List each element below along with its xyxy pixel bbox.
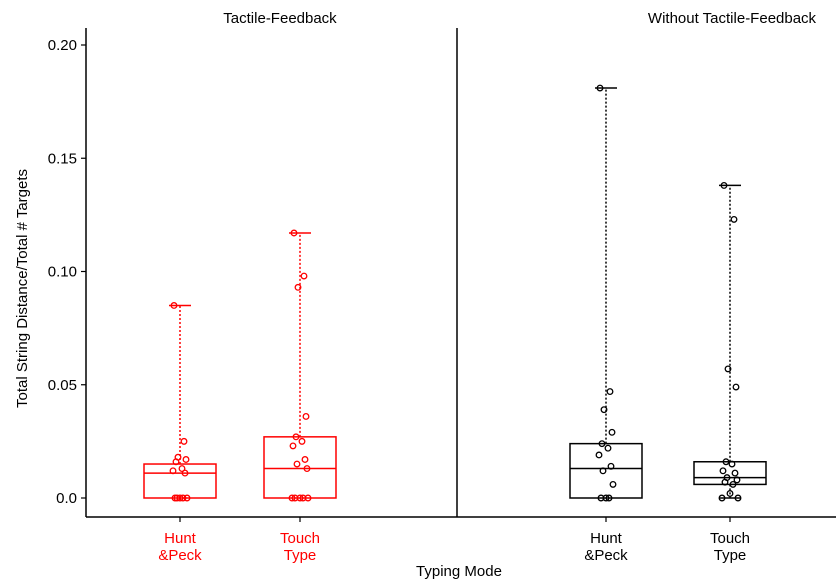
data-point — [730, 215, 738, 223]
data-point — [596, 84, 604, 92]
x-tick-label: Touch — [280, 530, 320, 547]
data-point — [719, 467, 727, 475]
data-point — [289, 442, 297, 450]
data-point — [169, 467, 177, 475]
panel-title: Without Tactile-Feedback — [648, 10, 817, 27]
data-point — [734, 494, 742, 502]
y-tick-label: 0.20 — [48, 37, 77, 54]
data-point — [729, 480, 737, 488]
data-point — [733, 476, 741, 484]
y-tick-label: 0.15 — [48, 150, 77, 167]
data-point — [599, 467, 607, 475]
data-point — [722, 458, 730, 466]
labels: 0.0 0.05 0.10 0.15 0.20 Total String Distance… — [14, 10, 817, 580]
data-point — [170, 302, 178, 309]
data-point — [607, 462, 615, 470]
data-point — [602, 494, 610, 502]
data-point — [180, 437, 188, 445]
data-point — [294, 283, 302, 291]
data-point — [604, 444, 612, 452]
data-point — [293, 460, 301, 468]
data-point — [179, 494, 187, 502]
x-tick-label: Type — [714, 547, 747, 564]
data-point — [718, 494, 726, 502]
data-point — [728, 460, 736, 468]
axes — [81, 28, 836, 522]
x-tick-label: Type — [284, 547, 317, 564]
data-point — [302, 413, 310, 420]
data-point — [290, 229, 298, 237]
x-tick-label: Hunt — [590, 530, 623, 547]
data-point — [609, 480, 617, 488]
data-point — [300, 272, 308, 280]
data-point — [608, 428, 616, 436]
data-point — [182, 456, 190, 463]
data-point — [721, 478, 729, 486]
data-point — [301, 456, 309, 463]
box — [263, 436, 337, 499]
x-tick-label: &Peck — [158, 547, 202, 564]
x-axis-title: Typing Mode — [416, 563, 502, 580]
data-point — [726, 490, 734, 497]
x-tick-label: Hunt — [164, 530, 197, 547]
data-point — [720, 181, 728, 189]
data-point — [303, 465, 311, 473]
data-point — [176, 494, 184, 502]
data-point — [178, 465, 186, 473]
box — [143, 463, 217, 499]
x-tick-label: &Peck — [584, 547, 628, 564]
data-point — [181, 469, 189, 477]
data-point — [732, 383, 740, 391]
panel-title: Tactile-Feedback — [223, 10, 337, 27]
data-point — [292, 433, 300, 441]
data-point — [600, 406, 608, 414]
data-point — [595, 451, 603, 459]
x-tick-label: Touch — [710, 530, 750, 547]
data-point — [598, 440, 606, 448]
data-point — [183, 494, 191, 502]
plot-marks — [143, 84, 767, 502]
data-point — [724, 365, 732, 373]
y-tick-label: 0.10 — [48, 264, 77, 281]
data-point — [288, 494, 296, 502]
data-point — [606, 388, 614, 395]
y-tick-label: 0.05 — [48, 377, 77, 394]
y-axis-title: Total String Distance/Total # Targets — [14, 169, 31, 408]
data-point — [172, 458, 180, 466]
y-tick-label: 0.0 — [56, 490, 77, 507]
data-point — [298, 437, 306, 445]
data-point — [605, 494, 613, 502]
data-point — [304, 494, 312, 502]
data-point — [731, 469, 739, 477]
data-point — [296, 494, 304, 502]
